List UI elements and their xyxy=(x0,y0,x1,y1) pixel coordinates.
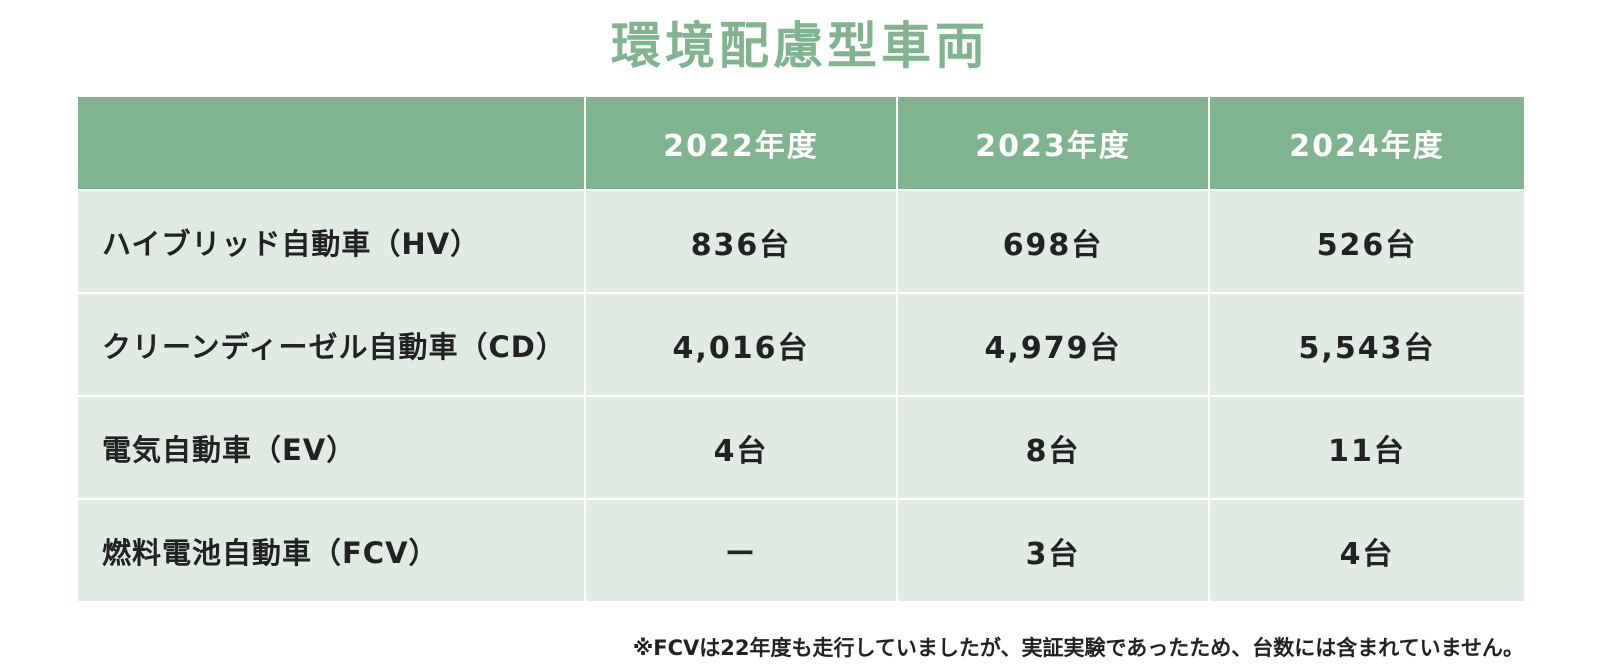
table-cell-fcv-2023: 3台 xyxy=(898,500,1208,601)
table-cell-fcv-2022: ー xyxy=(586,500,896,601)
table-cell-hv-2022: 836台 xyxy=(586,191,896,292)
page-title: 環境配慮型車両 xyxy=(611,17,989,75)
footnote: ※FCVは22年度も走行していましたが、実証実験であったため、台数には含まれてい… xyxy=(632,636,1524,660)
table-cell-ev-2024: 11台 xyxy=(1210,397,1524,498)
row-label-fcv: 燃料電池自動車（FCV） xyxy=(78,500,584,601)
table-cell-fcv-2024: 4台 xyxy=(1210,500,1524,601)
table-cell-cd-2023: 4,979台 xyxy=(898,294,1208,395)
table-cell-cd-2022: 4,016台 xyxy=(586,294,896,395)
vehicle-table: 2022年度 2023年度 2024年度 ハイブリッド自動車（HV） 836台 … xyxy=(78,97,1524,601)
column-header-2022: 2022年度 xyxy=(586,97,896,189)
table-cell-cd-2024: 5,543台 xyxy=(1210,294,1524,395)
column-header-2024: 2024年度 xyxy=(1210,97,1524,189)
table-cell-ev-2022: 4台 xyxy=(586,397,896,498)
table-cell-hv-2023: 698台 xyxy=(898,191,1208,292)
table-cell-ev-2023: 8台 xyxy=(898,397,1208,498)
row-label-hv: ハイブリッド自動車（HV） xyxy=(78,191,584,292)
table-cell-hv-2024: 526台 xyxy=(1210,191,1524,292)
table-header-corner xyxy=(78,97,584,189)
row-label-cd: クリーンディーゼル自動車（CD） xyxy=(78,294,584,395)
column-header-2023: 2023年度 xyxy=(898,97,1208,189)
row-label-ev: 電気自動車（EV） xyxy=(78,397,584,498)
